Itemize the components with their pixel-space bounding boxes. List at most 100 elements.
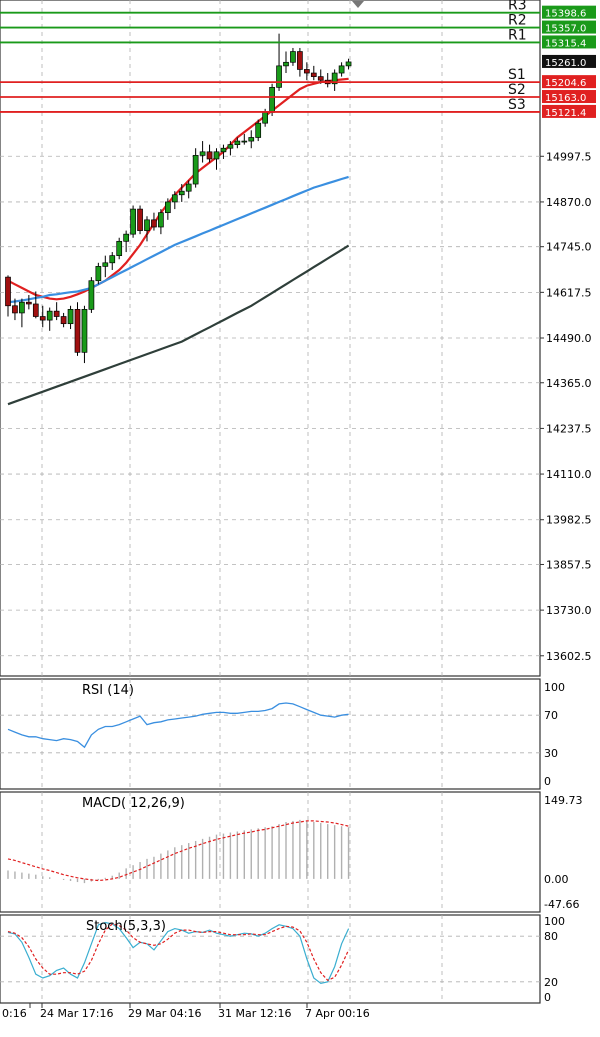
- candle-body: [297, 51, 303, 70]
- candle-body: [234, 140, 241, 145]
- level-name-s2: S2: [508, 82, 526, 98]
- candle-body: [199, 151, 206, 156]
- panel-border-stoch: [0, 914, 541, 1004]
- price-tick-label: 14870.0: [546, 196, 592, 209]
- candle-body: [5, 276, 11, 307]
- candle-body: [88, 280, 95, 310]
- candle-body: [276, 65, 282, 88]
- level-price-box-r3: [542, 5, 596, 19]
- candle-body: [46, 310, 53, 321]
- candle-body: [269, 87, 275, 113]
- level-name-r3: R3: [508, 0, 527, 14]
- rsi-title: RSI (14): [82, 683, 134, 698]
- level-name-r2: R2: [508, 13, 527, 29]
- rsi-line: [7, 702, 349, 749]
- rsi-tick-label: 30: [544, 747, 558, 760]
- price-tick-label: 14490.0: [546, 332, 592, 345]
- stoch-d-line: [7, 923, 350, 982]
- x-tick-label: 7 Apr 00:16: [305, 1007, 370, 1020]
- candle-body: [144, 219, 150, 231]
- level-name-s1: S1: [508, 67, 526, 83]
- current-price-box: [542, 54, 596, 68]
- stoch-tick-label: 100: [544, 915, 565, 928]
- level-price-box-r1: [542, 35, 596, 49]
- candle-body: [109, 255, 116, 264]
- candle-body: [26, 301, 32, 305]
- candle-body: [137, 208, 143, 231]
- candle-body: [171, 194, 178, 203]
- candle-body: [220, 147, 227, 153]
- panel-border-macd: [0, 791, 541, 913]
- level-price-label-r1: 15315.4: [545, 38, 586, 49]
- ma-line-3: [7, 244, 350, 406]
- candle-body: [130, 208, 136, 235]
- candle-body: [81, 309, 88, 353]
- price-tick-label: 13602.5: [546, 650, 592, 663]
- macd-tick-label: 0.00: [544, 873, 569, 886]
- stoch-tick-label: 20: [544, 976, 558, 989]
- level-name-s3: S3: [508, 97, 526, 113]
- macd-title: MACD( 12,26,9): [82, 796, 185, 811]
- macd-tick-label: -47.66: [544, 898, 579, 911]
- x-tick-label: 24 Mar 17:16: [40, 1007, 113, 1020]
- rsi-tick-label: 100: [544, 681, 565, 694]
- current-price-label: 15261.0: [545, 58, 586, 69]
- stoch-tick-label: 0: [544, 991, 551, 1004]
- candle-body: [95, 266, 102, 282]
- macd-signal-line: [7, 820, 349, 882]
- rsi-tick-label: 0: [544, 775, 551, 788]
- candle-body: [123, 233, 130, 242]
- candle-body: [116, 240, 123, 256]
- candle-body: [255, 122, 262, 138]
- candle-body: [206, 151, 213, 160]
- candle-body: [158, 212, 164, 228]
- candle-body: [60, 316, 67, 325]
- level-price-box-r2: [542, 20, 596, 34]
- candle-body: [102, 262, 109, 267]
- candle-body: [227, 144, 234, 149]
- price-tick-label: 13857.5: [546, 558, 592, 571]
- candle-body: [338, 65, 345, 74]
- level-price-label-r3: 15398.6: [545, 9, 586, 20]
- panel-border-rsi: [0, 678, 541, 790]
- candle-body: [151, 219, 157, 228]
- candle-body: [304, 69, 310, 74]
- macd-tick-label: 149.73: [544, 794, 583, 807]
- candle-body: [74, 309, 81, 353]
- price-tick-label: 13730.0: [546, 604, 592, 617]
- ma-line-2: [7, 175, 349, 304]
- candle-body: [165, 201, 171, 214]
- price-tick-label: 14110.0: [546, 468, 592, 481]
- rsi-tick-label: 70: [544, 709, 558, 722]
- candle-body: [12, 305, 18, 314]
- level-price-label-s3: 15121.4: [545, 108, 586, 119]
- candle-body: [213, 151, 220, 160]
- price-tick-label: 14617.5: [546, 286, 592, 299]
- candle-body: [192, 155, 199, 185]
- level-price-label-s1: 15204.6: [545, 78, 586, 89]
- candle-body: [19, 301, 25, 314]
- level-price-box-s3: [542, 104, 596, 118]
- price-tick-label: 13982.5: [546, 514, 592, 527]
- candle-body: [331, 72, 338, 85]
- price-tick-label: 14997.5: [546, 150, 592, 163]
- price-tick-label: 14745.0: [546, 241, 592, 254]
- x-tick-label: 31 Mar 12:16: [218, 1007, 291, 1020]
- level-price-box-s2: [542, 90, 596, 104]
- candle-body: [185, 183, 192, 192]
- candle-body: [39, 316, 46, 321]
- candle-body: [290, 51, 296, 63]
- candle-body: [32, 303, 39, 317]
- level-name-r1: R1: [508, 27, 527, 43]
- candle-body: [345, 61, 352, 67]
- candle-body: [317, 76, 324, 81]
- stoch-k-line: [7, 921, 350, 984]
- stoch-title: Stoch(5,3,3): [86, 919, 166, 934]
- scroll-marker-icon: [352, 1, 364, 8]
- x-tick-label: 29 Mar 04:16: [128, 1007, 201, 1020]
- candle-body: [262, 112, 268, 124]
- level-price-box-s1: [542, 75, 596, 89]
- level-price-label-s2: 15163.0: [545, 93, 586, 104]
